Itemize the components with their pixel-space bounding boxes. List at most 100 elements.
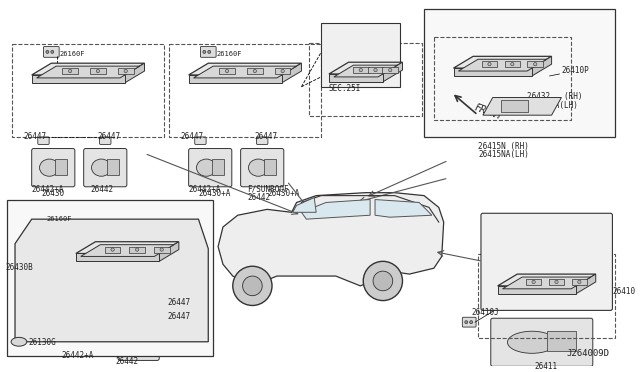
Bar <box>478 254 615 338</box>
FancyBboxPatch shape <box>44 46 59 57</box>
Circle shape <box>465 321 468 324</box>
Circle shape <box>46 51 49 53</box>
Bar <box>321 23 399 87</box>
Text: 26411: 26411 <box>534 362 557 371</box>
Bar <box>500 100 528 112</box>
Bar <box>118 68 134 74</box>
FancyBboxPatch shape <box>241 148 284 187</box>
Text: 26160F: 26160F <box>47 216 72 222</box>
Bar <box>264 159 276 174</box>
Bar <box>90 68 106 74</box>
Bar <box>504 61 520 67</box>
Polygon shape <box>532 56 552 76</box>
Polygon shape <box>125 63 145 83</box>
Circle shape <box>111 248 115 251</box>
Text: 26415NA(LH): 26415NA(LH) <box>478 150 529 159</box>
Circle shape <box>532 280 535 283</box>
Ellipse shape <box>508 331 557 353</box>
Polygon shape <box>193 66 296 78</box>
Bar <box>424 9 615 137</box>
Circle shape <box>374 68 377 72</box>
Text: 26160F: 26160F <box>216 51 242 57</box>
Bar <box>275 68 291 74</box>
Bar <box>353 67 369 73</box>
Text: 26447: 26447 <box>24 132 47 141</box>
Text: 26410: 26410 <box>612 287 636 296</box>
FancyBboxPatch shape <box>38 137 49 144</box>
Text: 26447: 26447 <box>180 132 204 141</box>
Polygon shape <box>282 63 301 83</box>
Text: 26442+A: 26442+A <box>32 185 64 194</box>
Text: 26430: 26430 <box>42 189 65 198</box>
Polygon shape <box>76 242 179 253</box>
Polygon shape <box>36 66 140 78</box>
Polygon shape <box>329 62 403 74</box>
Circle shape <box>364 262 403 301</box>
Text: 26430+A: 26430+A <box>198 189 231 198</box>
FancyBboxPatch shape <box>32 148 75 187</box>
Text: J264009D: J264009D <box>566 349 609 359</box>
Circle shape <box>136 248 139 251</box>
Circle shape <box>124 70 127 73</box>
Polygon shape <box>502 277 591 289</box>
Polygon shape <box>454 56 552 68</box>
FancyBboxPatch shape <box>481 213 612 310</box>
Text: 26447: 26447 <box>254 132 278 141</box>
Circle shape <box>470 321 472 324</box>
Ellipse shape <box>11 337 27 346</box>
Bar <box>12 44 164 137</box>
FancyBboxPatch shape <box>84 148 127 187</box>
Bar <box>129 247 145 253</box>
Text: F/SUNROOF: F/SUNROOF <box>248 185 289 194</box>
Polygon shape <box>329 74 383 82</box>
Polygon shape <box>76 253 159 262</box>
Polygon shape <box>334 65 397 77</box>
Ellipse shape <box>40 159 59 176</box>
Polygon shape <box>498 286 576 294</box>
Circle shape <box>67 227 70 230</box>
Ellipse shape <box>92 159 111 176</box>
Circle shape <box>243 276 262 296</box>
Bar <box>382 67 398 73</box>
Ellipse shape <box>539 230 561 244</box>
FancyBboxPatch shape <box>72 320 113 356</box>
Bar <box>482 61 497 67</box>
Text: 26432   (RH): 26432 (RH) <box>527 93 582 102</box>
Bar <box>105 247 120 253</box>
Text: SEC.25I: SEC.25I <box>329 84 362 93</box>
Bar <box>309 42 422 116</box>
Text: 26410P: 26410P <box>561 66 589 75</box>
Polygon shape <box>292 198 316 212</box>
Circle shape <box>233 266 272 305</box>
Text: 26130G: 26130G <box>29 338 56 347</box>
Circle shape <box>63 227 65 230</box>
Bar <box>434 37 572 120</box>
Ellipse shape <box>196 159 216 176</box>
Bar <box>556 230 570 242</box>
Polygon shape <box>301 199 370 219</box>
Circle shape <box>373 271 393 291</box>
Polygon shape <box>81 245 174 256</box>
FancyBboxPatch shape <box>546 72 557 80</box>
Polygon shape <box>189 63 301 75</box>
Circle shape <box>203 51 206 53</box>
FancyBboxPatch shape <box>118 325 159 360</box>
Bar <box>527 61 543 67</box>
Polygon shape <box>32 75 125 83</box>
Text: 26410J: 26410J <box>471 308 499 317</box>
Text: 26442: 26442 <box>248 193 271 202</box>
Polygon shape <box>189 75 282 83</box>
Bar <box>7 199 213 356</box>
Polygon shape <box>454 68 532 76</box>
Circle shape <box>281 70 284 73</box>
Ellipse shape <box>125 335 144 350</box>
Polygon shape <box>375 199 432 217</box>
Ellipse shape <box>79 330 98 346</box>
Bar <box>94 330 106 344</box>
Text: 26432+A(LH): 26432+A(LH) <box>527 101 578 110</box>
Bar <box>572 279 588 285</box>
Circle shape <box>388 68 392 72</box>
Bar <box>154 247 170 253</box>
Polygon shape <box>483 97 561 115</box>
FancyBboxPatch shape <box>257 137 268 144</box>
